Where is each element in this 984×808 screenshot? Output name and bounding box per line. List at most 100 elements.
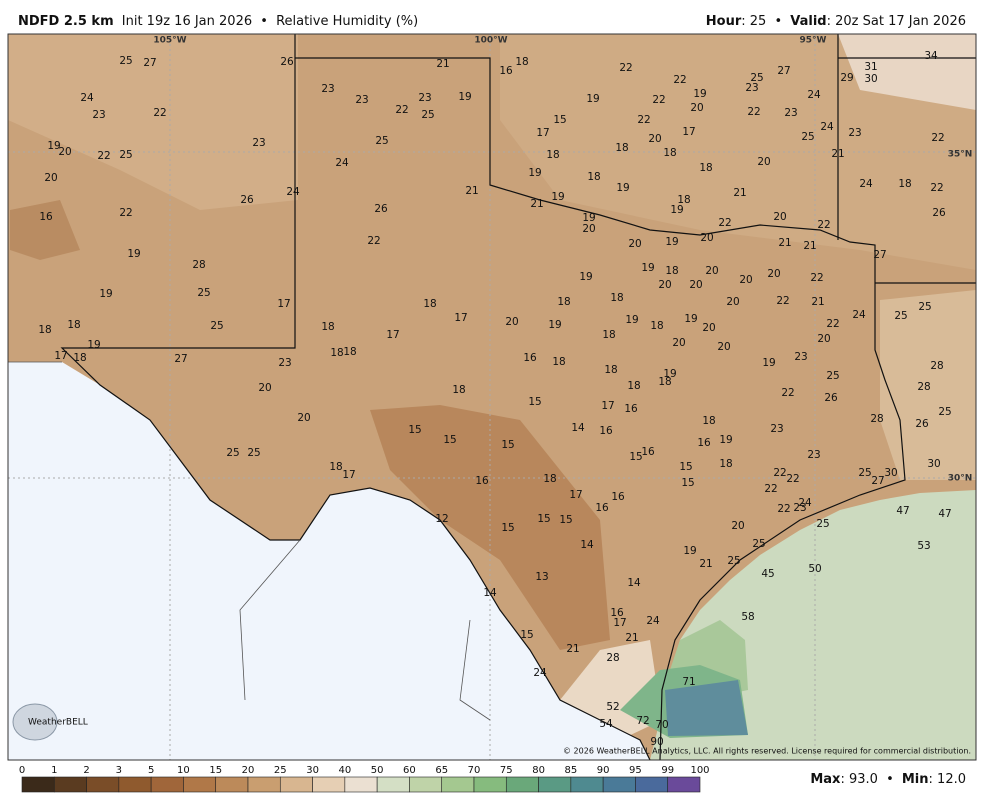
station-value: 52 <box>606 701 619 713</box>
borders <box>8 34 976 760</box>
colorbar-tick-label: 95 <box>629 765 642 776</box>
station-value: 18 <box>615 142 628 154</box>
station-value: 19 <box>616 182 629 194</box>
colorbar-tick-label: 60 <box>403 765 416 776</box>
valid: : 20z Sat 17 Jan 2026 <box>827 14 966 29</box>
station-value: 26 <box>824 392 838 404</box>
station-value: 15 <box>681 477 694 489</box>
colorbar-tick-label: 1 <box>51 765 57 776</box>
station-value: 15 <box>408 424 421 436</box>
station-value: 16 <box>611 491 625 503</box>
station-value: 17 <box>54 350 67 362</box>
station-value: 15 <box>501 439 514 451</box>
colorbar-swatch <box>409 776 443 793</box>
valid-label: Valid <box>790 14 826 29</box>
colorbar-swatch <box>505 776 539 793</box>
station-value: 25 <box>801 131 814 143</box>
station-value: 26 <box>280 56 294 68</box>
station-value: 19 <box>87 339 100 351</box>
station-value: 22 <box>781 387 794 399</box>
station-value: 20 <box>648 133 661 145</box>
separator: • <box>886 772 894 787</box>
station-value: 21 <box>831 148 844 160</box>
station-value: 19 <box>548 319 561 331</box>
station-value: 22 <box>786 473 799 485</box>
station-value: 16 <box>475 475 489 487</box>
station-value: 30 <box>884 467 897 479</box>
station-value: 27 <box>873 249 886 261</box>
station-value: 19 <box>663 368 676 380</box>
station-value: 21 <box>625 632 638 644</box>
station-value: 28 <box>192 259 205 271</box>
colorbar-tick-label: 10 <box>177 765 190 776</box>
colorbar-swatch <box>21 776 55 793</box>
station-value: 29 <box>840 72 853 84</box>
station-value: 27 <box>777 65 790 77</box>
colorbar-swatch <box>215 776 249 793</box>
station-value: 24 <box>820 121 834 133</box>
station-value: 18 <box>627 380 640 392</box>
longitude-label: 105°W <box>153 36 186 46</box>
station-value: 21 <box>699 558 712 570</box>
colorbar-swatch <box>441 776 475 793</box>
station-value: 17 <box>569 489 582 501</box>
colorbar-swatch <box>183 776 217 793</box>
station-value: 21 <box>778 237 791 249</box>
station-value: 18 <box>343 346 356 358</box>
station-value: 19 <box>127 248 140 260</box>
colorbar-swatch <box>86 776 120 793</box>
station-value: 45 <box>761 568 774 580</box>
graticule-labels: 105°W 100°W 95°W 35°N 30°N <box>153 36 972 484</box>
station-value: 15 <box>553 114 566 126</box>
station-value: 22 <box>718 217 731 229</box>
station-value: 26 <box>932 207 946 219</box>
station-value: 20 <box>58 146 71 158</box>
station-value: 15 <box>528 396 541 408</box>
hour: : 25 <box>741 14 766 29</box>
station-value: 22 <box>817 219 830 231</box>
station-value: 20 <box>44 172 57 184</box>
station-value: 24 <box>533 667 547 679</box>
station-value: 22 <box>777 503 790 515</box>
station-value: 25 <box>210 320 223 332</box>
station-value: 19 <box>586 93 599 105</box>
station-value: 22 <box>810 272 823 284</box>
colorbar-swatch <box>376 776 410 793</box>
station-value: 19 <box>762 357 775 369</box>
colorbar-tick-label: 3 <box>116 765 122 776</box>
station-value: 20 <box>739 274 752 286</box>
station-value: 25 <box>858 467 871 479</box>
station-value: 19 <box>582 212 595 224</box>
station-value: 26 <box>915 418 929 430</box>
station-value: 20 <box>505 316 518 328</box>
station-value: 18 <box>898 178 911 190</box>
station-value: 28 <box>606 652 619 664</box>
max-label: Max <box>810 772 841 787</box>
station-value: 23 <box>770 423 783 435</box>
colorbar-tick-label: 99 <box>661 765 674 776</box>
station-value: 20 <box>658 279 671 291</box>
station-value: 53 <box>917 540 930 552</box>
colorbar-tick-label: 65 <box>435 765 448 776</box>
station-value: 16 <box>595 502 609 514</box>
station-value: 20 <box>705 265 718 277</box>
station-value: 18 <box>546 149 559 161</box>
colorbar-tick-label: 85 <box>564 765 577 776</box>
station-value: 20 <box>817 333 830 345</box>
station-value: 20 <box>672 337 685 349</box>
station-value: 15 <box>679 461 692 473</box>
station-value: 22 <box>619 62 632 74</box>
max: : 93.0 <box>840 772 877 787</box>
station-value: 16 <box>499 65 513 77</box>
station-value: 27 <box>174 353 187 365</box>
station-value: 18 <box>665 265 678 277</box>
separator: • <box>774 14 782 29</box>
station-value: 20 <box>700 232 713 244</box>
station-value: 24 <box>80 92 94 104</box>
station-value: 26 <box>374 203 388 215</box>
station-value: 22 <box>773 467 786 479</box>
station-value: 23 <box>848 127 861 139</box>
colorbar-tick-label: 30 <box>306 765 319 776</box>
station-value: 18 <box>677 194 690 206</box>
